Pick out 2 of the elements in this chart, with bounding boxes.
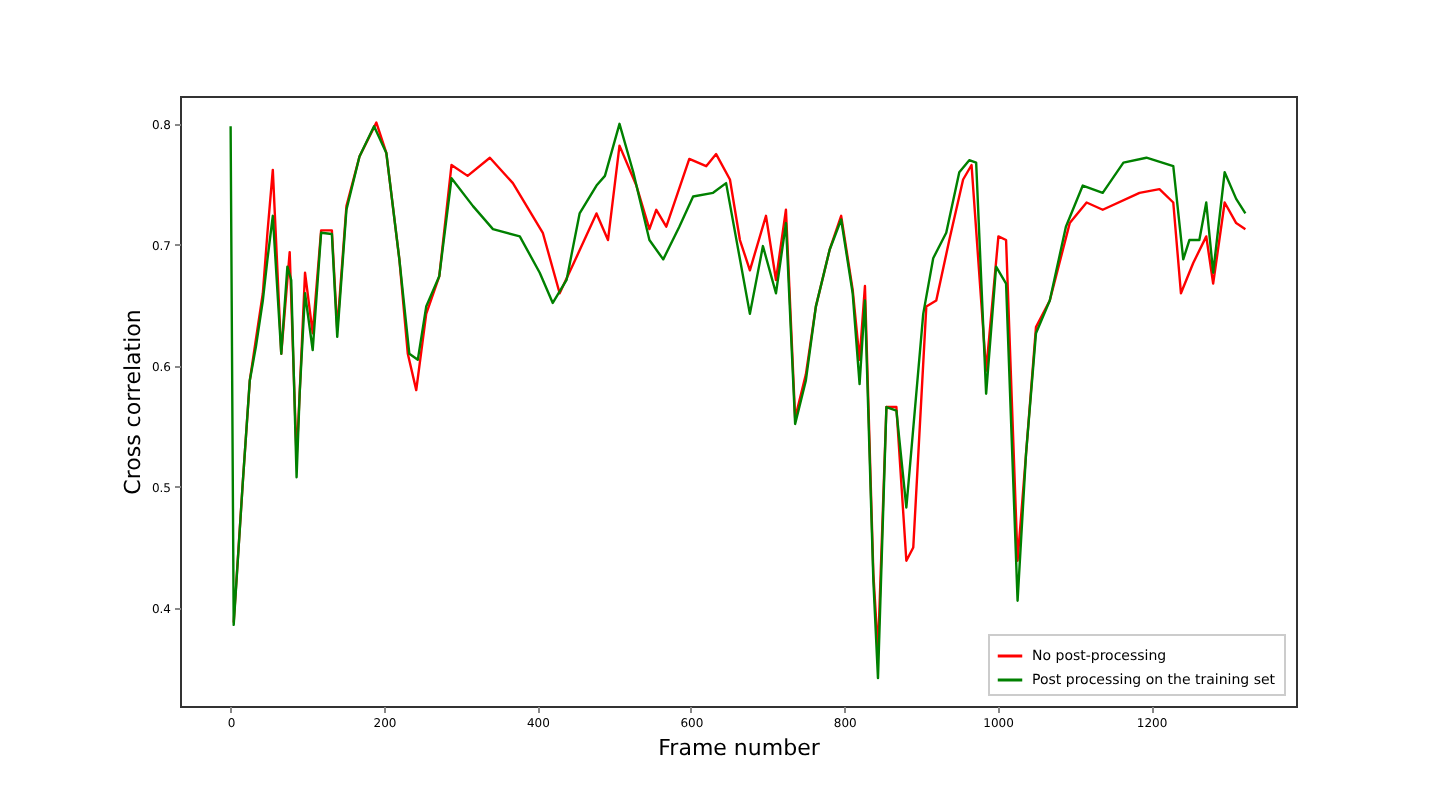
x-axis-title: Frame number [658,735,821,761]
y-axis-title: Cross correlation [119,309,146,495]
